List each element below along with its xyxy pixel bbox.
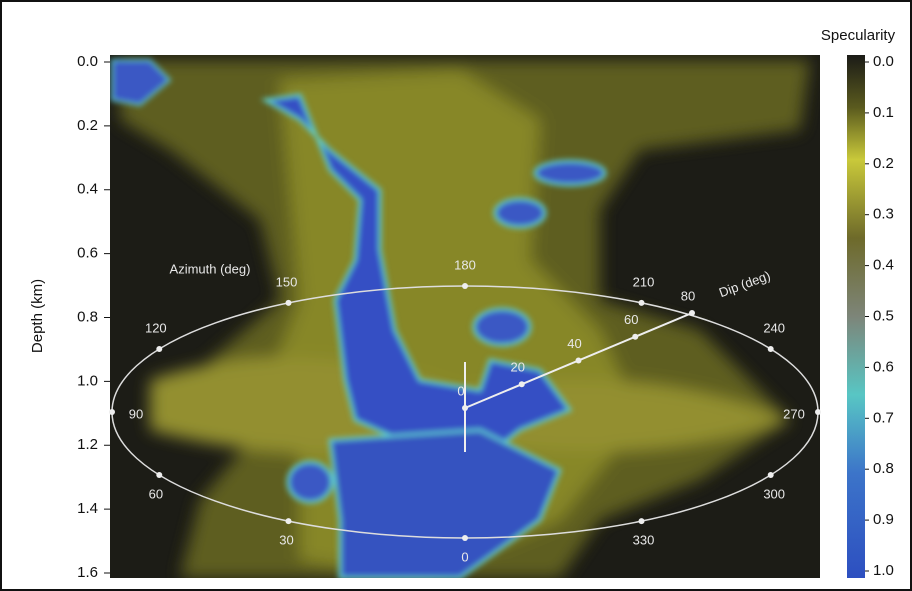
azimuth-tick-label: 270 bbox=[783, 406, 805, 421]
colorbar-tick-label: 0.5 bbox=[873, 307, 894, 324]
azimuth-tick bbox=[639, 300, 645, 306]
y-tick-label: 0.4 bbox=[77, 181, 98, 198]
colorbar-tick-label: 0.0 bbox=[873, 53, 894, 70]
azimuth-tick-label: 300 bbox=[763, 486, 785, 501]
figure: Depth (km) Specularity 0.0 0.2 0.4 0.6 0.8 1.… bbox=[0, 0, 912, 591]
azimuth-tick bbox=[462, 535, 468, 541]
dip-tick-label: 40 bbox=[567, 336, 581, 351]
y-tick-label: 1.4 bbox=[77, 500, 98, 517]
dip-tick bbox=[576, 358, 582, 364]
azimuth-tick-label: 120 bbox=[145, 320, 167, 335]
y-tick-label: 0.0 bbox=[77, 53, 98, 70]
colorbar-tick-label: 0.3 bbox=[873, 206, 894, 223]
azimuth-tick bbox=[462, 283, 468, 289]
y-tick-label: 1.0 bbox=[77, 372, 98, 389]
azimuth-label: Azimuth (deg) bbox=[170, 261, 251, 276]
azimuth-tick bbox=[768, 472, 774, 478]
azimuth-tick bbox=[156, 472, 162, 478]
y-axis-label: Depth (km) bbox=[29, 279, 46, 353]
azimuth-tick-label: 30 bbox=[279, 533, 293, 548]
dip-tick bbox=[462, 405, 468, 411]
volume-image bbox=[110, 55, 820, 578]
y-tick-label: 1.6 bbox=[77, 564, 98, 581]
colorbar-tick-label: 0.2 bbox=[873, 155, 894, 172]
dip-tick-label: 80 bbox=[681, 288, 695, 303]
colorbar-tick-label: 1.0 bbox=[873, 562, 894, 579]
dip-tick bbox=[519, 381, 525, 387]
azimuth-tick-label: 240 bbox=[763, 320, 785, 335]
azimuth-tick bbox=[109, 409, 115, 415]
dip-tick-label: 0 bbox=[457, 383, 464, 398]
azimuth-tick-label: 90 bbox=[129, 406, 143, 421]
colorbar-title: Specularity bbox=[821, 27, 896, 44]
azimuth-tick bbox=[286, 300, 292, 306]
colorbar bbox=[847, 55, 865, 578]
azimuth-tick-label: 150 bbox=[276, 274, 298, 289]
azimuth-tick bbox=[156, 346, 162, 352]
azimuth-tick-label: 330 bbox=[633, 533, 655, 548]
y-tick-label: 0.8 bbox=[77, 308, 98, 325]
azimuth-tick bbox=[768, 346, 774, 352]
azimuth-tick-label: 0 bbox=[461, 549, 468, 564]
azimuth-tick bbox=[286, 518, 292, 524]
azimuth-tick-label: 60 bbox=[149, 486, 163, 501]
colorbar-tick-label: 0.9 bbox=[873, 511, 894, 528]
azimuth-tick bbox=[815, 409, 821, 415]
y-tick-label: 0.6 bbox=[77, 245, 98, 262]
colorbar-tick-label: 0.4 bbox=[873, 257, 894, 274]
y-tick-label: 1.2 bbox=[77, 436, 98, 453]
dip-tick-label: 60 bbox=[624, 312, 638, 327]
azimuth-tick-label: 180 bbox=[454, 257, 476, 272]
dip-tick-label: 20 bbox=[511, 360, 525, 375]
dip-tick bbox=[689, 310, 695, 316]
colorbar-tick-label: 0.8 bbox=[873, 460, 894, 477]
azimuth-tick-label: 210 bbox=[633, 274, 655, 289]
y-tick-label: 0.2 bbox=[77, 117, 98, 134]
dip-tick bbox=[632, 334, 638, 340]
azimuth-tick bbox=[639, 518, 645, 524]
colorbar-tick-label: 0.6 bbox=[873, 358, 894, 375]
colorbar-tick-label: 0.1 bbox=[873, 104, 894, 121]
colorbar-tick-label: 0.7 bbox=[873, 409, 894, 426]
